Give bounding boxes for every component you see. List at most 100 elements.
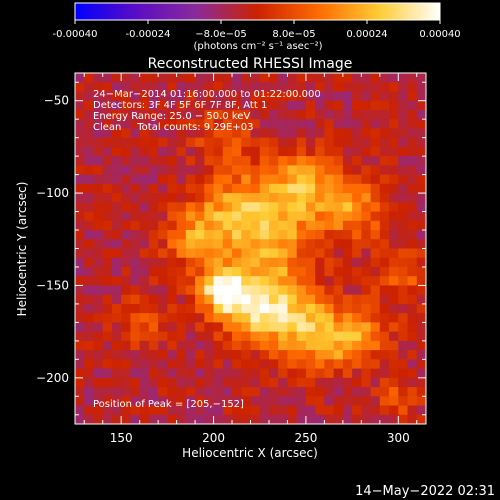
heatmap-cell xyxy=(296,266,307,277)
heatmap-cell xyxy=(389,100,399,111)
heatmap-cell xyxy=(333,285,344,296)
heatmap-cell xyxy=(407,414,418,424)
heatmap-cell xyxy=(148,248,159,259)
heatmap-cell xyxy=(148,100,159,111)
heatmap-cell xyxy=(287,414,298,424)
heatmap-cell xyxy=(268,220,279,231)
heatmap-cell xyxy=(204,350,215,360)
heatmap-cell xyxy=(195,340,205,351)
heatmap-cell xyxy=(398,193,409,203)
heatmap-cell xyxy=(195,183,205,194)
heatmap-cell xyxy=(416,322,426,333)
heatmap-cell xyxy=(407,183,418,194)
heatmap-cell xyxy=(407,285,418,296)
heatmap-cell xyxy=(333,128,344,139)
heatmap-cell xyxy=(315,257,325,268)
heatmap-cell xyxy=(176,128,187,139)
heatmap-cell xyxy=(176,368,187,379)
heatmap-cell xyxy=(352,387,362,397)
colorbar-tick-label: 0.00024 xyxy=(346,29,387,40)
heatmap-cell xyxy=(158,100,168,111)
heatmap-cell xyxy=(361,193,372,203)
heatmap-cell xyxy=(213,257,224,268)
heatmap-cell xyxy=(75,303,85,314)
heatmap-cell xyxy=(416,396,426,407)
colorbar-tick-label: −8.0e−05 xyxy=(195,29,247,40)
heatmap-cell xyxy=(333,165,344,176)
heatmap-cell xyxy=(305,313,316,323)
heatmap-cell xyxy=(333,313,344,323)
heatmap-cell xyxy=(333,211,344,222)
heatmap-cell xyxy=(102,220,113,231)
heatmap-cell xyxy=(232,276,242,287)
heatmap-cell xyxy=(407,119,418,130)
heatmap-cell xyxy=(361,119,372,130)
heatmap-cell xyxy=(250,359,261,370)
heatmap-cell xyxy=(416,257,426,268)
heatmap-cell xyxy=(158,91,168,102)
heatmap-cell xyxy=(398,359,409,370)
heatmap-cell xyxy=(315,414,325,424)
heatmap-cell xyxy=(241,340,252,351)
x-tick-label: 150 xyxy=(110,431,133,445)
heatmap-cell xyxy=(398,248,409,259)
heatmap-cell xyxy=(361,257,372,268)
heatmap-cell xyxy=(379,193,390,203)
heatmap-cell xyxy=(259,82,270,93)
heatmap-cell xyxy=(407,165,418,176)
heatmap-cell xyxy=(389,303,399,314)
heatmap-cell xyxy=(213,248,224,259)
heatmap-cell xyxy=(352,313,362,323)
heatmap-cell xyxy=(324,239,335,250)
heatmap-cell xyxy=(259,230,270,240)
heatmap-cell xyxy=(130,414,141,424)
heatmap-cell xyxy=(416,137,426,148)
heatmap-cell xyxy=(158,266,168,277)
heatmap-cell xyxy=(130,377,141,388)
heatmap-cell xyxy=(204,377,215,388)
heatmap-cell xyxy=(268,109,279,120)
heatmap-cell xyxy=(389,377,399,388)
heatmap-cell xyxy=(213,202,224,213)
heatmap-cell xyxy=(232,266,242,277)
heatmap-cell xyxy=(259,202,270,213)
heatmap-cell xyxy=(222,82,233,93)
heatmap-cell xyxy=(259,313,270,323)
heatmap-cell xyxy=(213,322,224,333)
heatmap-cell xyxy=(195,230,205,240)
heatmap-cell xyxy=(195,100,205,111)
heatmap-cell xyxy=(102,313,113,323)
heatmap-cell xyxy=(352,73,362,83)
heatmap-cell xyxy=(278,303,289,314)
heatmap-cell xyxy=(222,387,233,397)
heatmap-cell xyxy=(213,294,224,305)
heatmap-cell xyxy=(139,285,150,296)
heatmap-cell xyxy=(121,276,132,287)
heatmap-cell xyxy=(342,285,353,296)
heatmap-cell xyxy=(407,368,418,379)
heatmap-cell xyxy=(370,303,381,314)
heatmap-cell xyxy=(305,266,316,277)
heatmap-cell xyxy=(250,211,261,222)
heatmap-cell xyxy=(287,322,298,333)
heatmap-cell xyxy=(416,220,426,231)
heatmap-cell xyxy=(389,387,399,397)
heatmap-cell xyxy=(130,100,141,111)
heatmap-cell xyxy=(398,146,409,157)
heatmap-cell xyxy=(268,183,279,194)
heatmap-cell xyxy=(342,100,353,111)
heatmap-cell xyxy=(222,266,233,277)
heatmap-cell xyxy=(102,156,113,166)
heatmap-cell xyxy=(195,82,205,93)
heatmap-cell xyxy=(287,313,298,323)
heatmap-cell xyxy=(370,414,381,424)
heatmap-cell xyxy=(278,202,289,213)
heatmap-cell xyxy=(296,156,307,166)
heatmap-cell xyxy=(213,128,224,139)
heatmap-cell xyxy=(93,156,104,166)
y-tick-label: −100 xyxy=(36,186,69,200)
heatmap-cell xyxy=(361,377,372,388)
heatmap-cell xyxy=(195,211,205,222)
heatmap-cell xyxy=(102,165,113,176)
heatmap-cell xyxy=(416,119,426,130)
